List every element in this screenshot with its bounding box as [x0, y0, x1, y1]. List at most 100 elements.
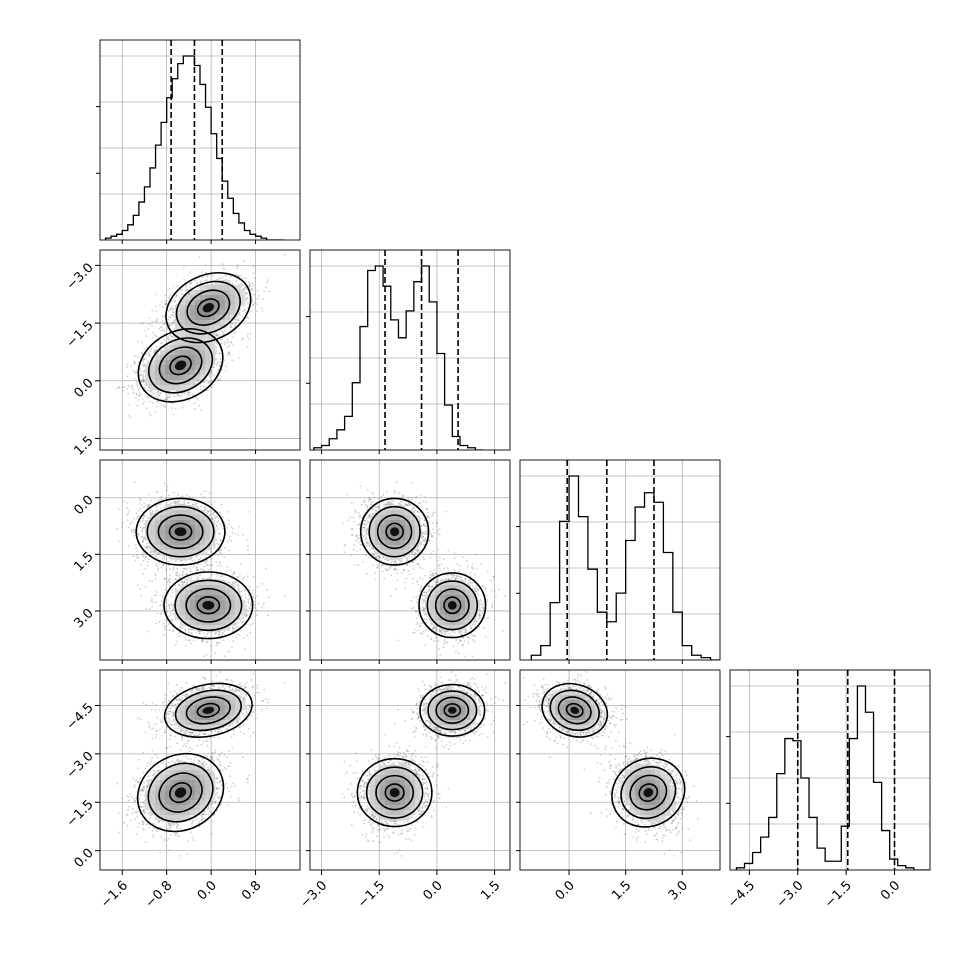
sample-point	[236, 318, 239, 320]
sample-point	[159, 391, 162, 394]
sample-point	[210, 369, 213, 372]
sample-point	[250, 310, 253, 313]
sample-point	[217, 578, 220, 581]
sample-point	[253, 277, 256, 280]
sample-point	[245, 298, 248, 300]
sample-point	[189, 282, 192, 285]
sample-point	[151, 391, 154, 394]
sample-point	[146, 546, 149, 549]
density-cell	[210, 285, 216, 291]
sample-point	[167, 615, 169, 618]
sample-point	[125, 366, 128, 369]
sample-point	[164, 398, 167, 401]
density-cell	[200, 315, 206, 321]
sample-point	[218, 333, 221, 335]
sample-point	[216, 361, 219, 364]
density-cell	[155, 380, 161, 386]
sample-point	[193, 407, 196, 410]
sample-point	[194, 279, 196, 282]
histogram-1	[313, 250, 484, 450]
sample-point	[228, 352, 230, 354]
sample-point	[132, 391, 135, 394]
sample-point	[175, 294, 178, 297]
sample-point	[248, 281, 250, 284]
sample-point	[243, 259, 246, 262]
sample-point	[162, 563, 165, 566]
panel-frame	[99, 39, 301, 241]
density-cell	[165, 385, 171, 391]
density-cell	[230, 300, 236, 306]
density-cell	[190, 360, 196, 366]
sample-point	[218, 563, 221, 566]
sample-point	[248, 282, 251, 285]
sample-point	[238, 275, 240, 278]
sample-point	[243, 308, 246, 311]
density-cell	[150, 360, 156, 366]
sample-point	[137, 361, 139, 364]
sample-point	[143, 546, 146, 549]
sample-point	[218, 365, 221, 368]
sample-point	[186, 494, 188, 497]
sample-point	[242, 288, 245, 291]
sample-point	[167, 309, 170, 312]
sample-point	[206, 577, 209, 580]
sample-point	[283, 253, 286, 256]
density-cell	[195, 375, 201, 381]
sample-point	[165, 568, 167, 571]
density-cell	[205, 325, 211, 331]
sample-point	[174, 300, 176, 303]
density-cell	[230, 285, 236, 291]
sample-point	[211, 503, 214, 505]
sample-point	[168, 629, 171, 631]
density-cell	[220, 300, 226, 306]
density-cell	[200, 345, 206, 351]
sample-point	[248, 338, 251, 341]
sample-point	[230, 341, 233, 344]
sample-point	[221, 276, 224, 279]
sample-point	[137, 356, 139, 358]
density-cell	[165, 360, 171, 366]
sample-point	[178, 296, 181, 299]
density-cell	[210, 350, 216, 356]
sample-point	[204, 560, 207, 563]
sample-point	[166, 327, 169, 330]
density-cell	[170, 355, 176, 361]
density-cell	[170, 340, 176, 346]
sample-point	[215, 364, 218, 367]
sample-point	[142, 559, 145, 562]
sample-point	[244, 593, 246, 596]
sample-point	[237, 585, 240, 587]
sample-point	[242, 305, 245, 307]
sample-point	[212, 366, 214, 369]
density-cell	[160, 355, 166, 361]
sample-point	[216, 278, 219, 281]
sample-point	[223, 343, 226, 345]
density-cell	[190, 310, 196, 316]
density-cell	[155, 375, 161, 381]
sample-point	[249, 631, 251, 634]
density-cell	[170, 375, 176, 381]
sample-point	[145, 335, 148, 338]
sample-point	[174, 503, 177, 505]
sample-point	[134, 371, 137, 374]
sample-point	[207, 510, 210, 513]
sample-point	[161, 328, 164, 331]
sample-point	[230, 322, 233, 325]
density-cell	[180, 350, 186, 356]
sample-point	[211, 517, 213, 520]
sample-point	[171, 322, 174, 325]
sample-point	[263, 290, 266, 293]
sample-point	[164, 625, 167, 628]
sample-point	[142, 517, 145, 520]
density-cell	[200, 330, 206, 336]
sample-point	[158, 394, 161, 397]
sample-point	[142, 514, 145, 517]
sample-point	[225, 365, 227, 368]
sample-point	[170, 313, 172, 316]
sample-point	[237, 275, 240, 277]
sample-point	[242, 277, 245, 280]
sample-point	[245, 288, 248, 291]
sample-point	[167, 318, 169, 321]
sample-point	[116, 527, 119, 530]
